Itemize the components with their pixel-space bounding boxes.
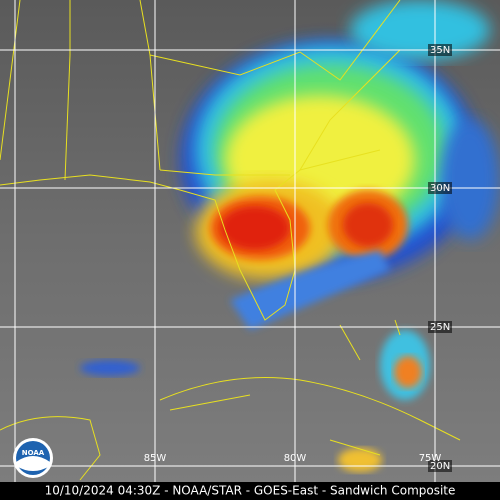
- noaa-logo: NOAA: [13, 438, 53, 478]
- logo-text: NOAA: [22, 449, 45, 457]
- longitude-label: 85W: [144, 453, 167, 464]
- caption-bar: [0, 482, 500, 500]
- latitude-label: 30N: [430, 183, 450, 194]
- label-box: [428, 321, 452, 333]
- label-box: [428, 460, 452, 472]
- cloud-field: [80, 0, 500, 472]
- graticule: [0, 0, 500, 482]
- label-box: [428, 44, 452, 56]
- longitude-label: 75W: [419, 453, 442, 464]
- latitude-label: 20N: [430, 461, 450, 472]
- latitude-label: 25N: [430, 322, 450, 333]
- caption: 10/10/2024 04:30Z - NOAA/STAR - GOES-Eas…: [45, 484, 456, 498]
- latitude-label: 35N: [430, 45, 450, 56]
- label-box: [428, 182, 452, 194]
- longitude-label: 80W: [284, 453, 307, 464]
